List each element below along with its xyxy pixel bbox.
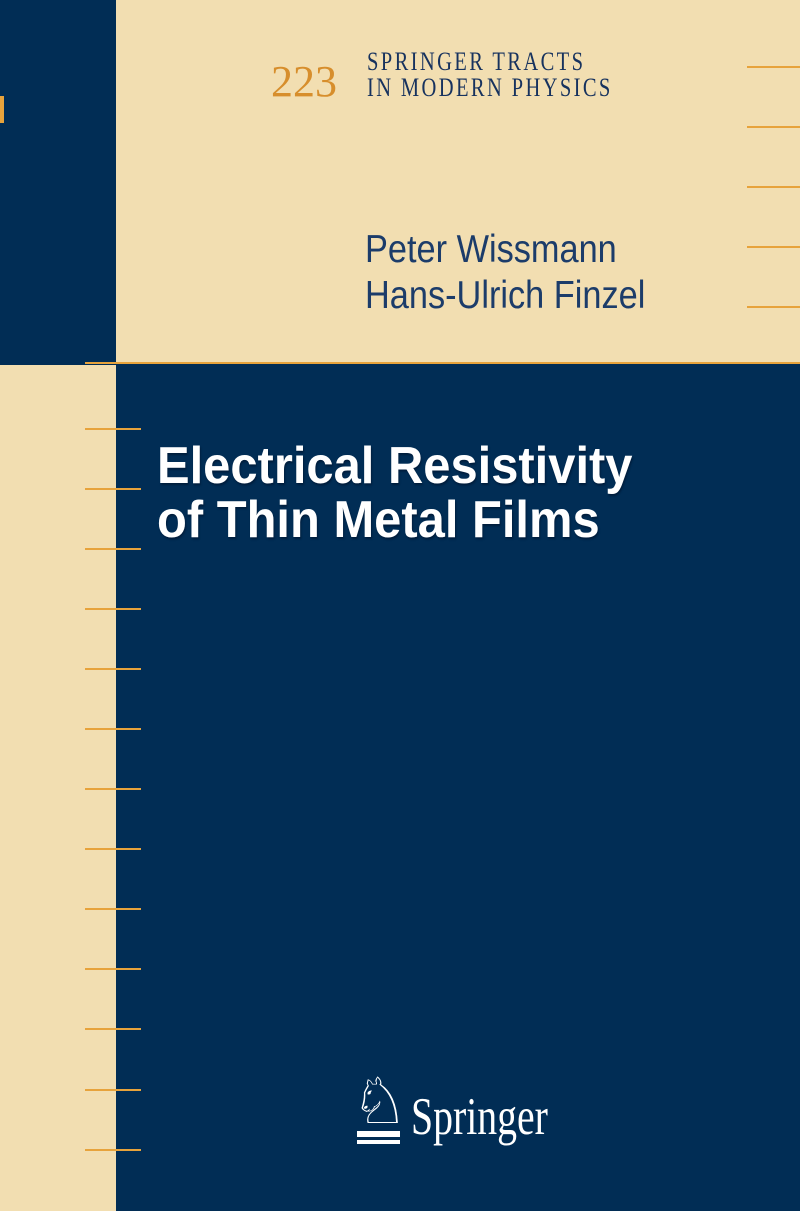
spine-orange-tab bbox=[0, 96, 4, 123]
book-title: Electrical Resistivity of Thin Metal Fil… bbox=[157, 439, 632, 547]
spine-tick bbox=[85, 848, 141, 850]
spine-tick bbox=[85, 548, 141, 550]
divider-line bbox=[85, 362, 800, 364]
spine-tick bbox=[85, 968, 141, 970]
series-title-line2: IN MODERN PHYSICS bbox=[367, 73, 613, 102]
spine-tick bbox=[747, 126, 800, 128]
authors: Peter Wissmann Hans-Ulrich Finzel bbox=[365, 227, 645, 319]
cover-main-panel bbox=[116, 364, 800, 1211]
logo-underline-thick bbox=[357, 1131, 400, 1137]
series-number: 223 bbox=[271, 57, 337, 106]
book-title-line2: of Thin Metal Films bbox=[157, 491, 600, 549]
spine-tick bbox=[747, 186, 800, 188]
spine-tick bbox=[85, 1149, 141, 1151]
spine-tick bbox=[747, 306, 800, 308]
spine-tick bbox=[747, 246, 800, 248]
author-name: Peter Wissmann bbox=[365, 228, 617, 271]
springer-horse-knight-icon: ♘ bbox=[351, 1065, 409, 1139]
spine-tick bbox=[85, 728, 141, 730]
book-title-line1: Electrical Resistivity bbox=[157, 437, 633, 495]
spine-tick bbox=[747, 66, 800, 68]
logo-underline-thin bbox=[357, 1140, 400, 1144]
spine-tick bbox=[85, 788, 141, 790]
spine-tick bbox=[85, 908, 141, 910]
author-name: Hans-Ulrich Finzel bbox=[365, 274, 646, 317]
spine-tick bbox=[85, 1028, 141, 1030]
spine-tick bbox=[85, 668, 141, 670]
series-title: SPRINGER TRACTS IN MODERN PHYSICS bbox=[367, 49, 613, 101]
spine-tick bbox=[85, 488, 141, 490]
publisher-name: Springer bbox=[411, 1088, 548, 1146]
series-title-line1: SPRINGER TRACTS bbox=[367, 47, 586, 76]
spine-tick bbox=[85, 608, 141, 610]
spine-tick bbox=[85, 1089, 141, 1091]
spine-navy-block bbox=[0, 0, 116, 365]
spine-tick bbox=[85, 428, 141, 430]
